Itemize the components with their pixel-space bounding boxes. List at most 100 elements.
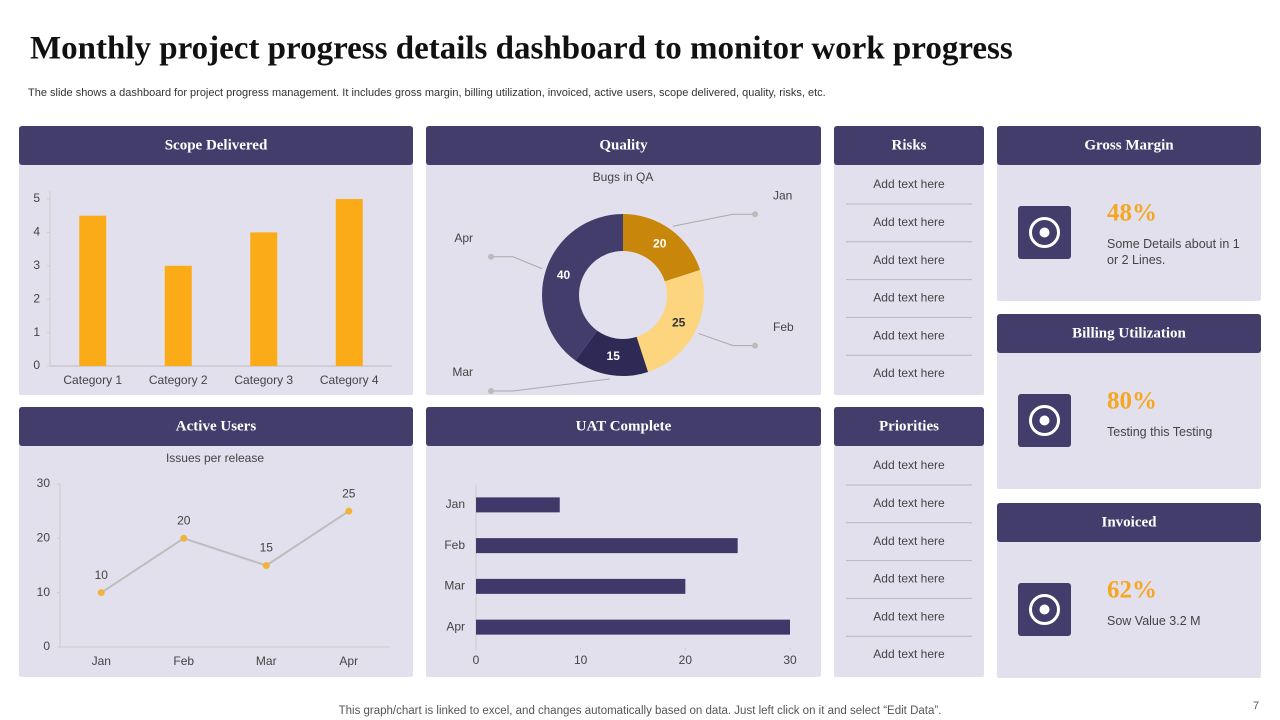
x-tick-label: Category 3 bbox=[234, 373, 293, 387]
panel-title: Priorities bbox=[879, 418, 939, 434]
list-item: Add text here bbox=[873, 215, 945, 229]
kpi-icon-glyph bbox=[1039, 415, 1050, 426]
kpi-value: 80% bbox=[1107, 388, 1157, 415]
kpi-description: Sow Value 3.2 M bbox=[1107, 614, 1201, 628]
data-label: 40 bbox=[557, 268, 571, 282]
y-tick-label: 20 bbox=[37, 531, 51, 545]
chart-subtitle: Issues per release bbox=[166, 451, 264, 465]
bar bbox=[79, 215, 107, 366]
leader-dot bbox=[752, 342, 758, 349]
category-label: Jan bbox=[773, 188, 792, 202]
panel-header bbox=[997, 314, 1261, 353]
bar bbox=[476, 497, 560, 513]
x-tick-label: Apr bbox=[339, 654, 358, 668]
panel-title: Scope Delivered bbox=[165, 137, 268, 153]
data-label: 15 bbox=[260, 541, 274, 555]
y-tick-label: 2 bbox=[33, 291, 40, 305]
panel-header bbox=[19, 407, 413, 446]
y-tick-label: 0 bbox=[33, 358, 40, 372]
line-marker bbox=[262, 562, 270, 569]
kpi-description: Testing this Testing bbox=[1107, 425, 1213, 439]
list-item: Add text here bbox=[873, 291, 945, 305]
y-tick-label: 3 bbox=[33, 258, 40, 272]
leader-line bbox=[491, 256, 543, 270]
list-item: Add text here bbox=[873, 177, 945, 191]
panel-header bbox=[834, 407, 984, 446]
x-tick-label: 10 bbox=[574, 653, 588, 667]
panel-body bbox=[834, 407, 984, 677]
data-label: 25 bbox=[672, 316, 686, 330]
donut-slice bbox=[575, 330, 649, 377]
list-item: Add text here bbox=[873, 366, 945, 380]
panel-body bbox=[19, 407, 413, 677]
panel-header bbox=[426, 407, 821, 446]
list-item: Add text here bbox=[873, 253, 945, 267]
x-tick-label: Feb bbox=[173, 654, 194, 668]
y-tick-label: 4 bbox=[33, 225, 40, 239]
data-label: 15 bbox=[607, 349, 621, 363]
chart-subtitle: Bugs in QA bbox=[593, 170, 654, 184]
y-tick-label: Mar bbox=[444, 579, 465, 593]
panel-title: Billing Utilization bbox=[1072, 325, 1186, 341]
kpi-icon-glyph bbox=[1029, 405, 1060, 436]
donut-slice bbox=[636, 269, 704, 373]
x-tick-label: Category 2 bbox=[149, 373, 208, 387]
bar bbox=[476, 619, 790, 635]
kpi-value: 62% bbox=[1107, 577, 1157, 604]
list-item: Add text here bbox=[873, 496, 945, 510]
leader-dot bbox=[488, 387, 494, 394]
bar bbox=[476, 538, 738, 554]
y-tick-label: 1 bbox=[33, 325, 40, 339]
donut-slice bbox=[542, 214, 623, 361]
bar bbox=[164, 265, 192, 366]
leader-line bbox=[491, 378, 610, 392]
y-tick-label: 10 bbox=[37, 585, 51, 599]
y-tick-label: 5 bbox=[33, 191, 40, 205]
kpi-value: 48% bbox=[1107, 200, 1157, 227]
panel-title: UAT Complete bbox=[576, 418, 672, 434]
list-item: Add text here bbox=[873, 609, 945, 623]
x-tick-label: Jan bbox=[92, 654, 111, 668]
leader-line bbox=[698, 333, 755, 347]
line-marker bbox=[180, 534, 188, 542]
list-item: Add text here bbox=[873, 534, 945, 548]
kpi-icon-glyph bbox=[1029, 594, 1060, 625]
panel-header bbox=[426, 126, 821, 165]
panel-title: Invoiced bbox=[1101, 514, 1157, 530]
kpi-icon-glyph bbox=[1039, 604, 1050, 615]
data-label: 20 bbox=[177, 514, 191, 528]
line-series bbox=[100, 510, 350, 594]
x-tick-label: 30 bbox=[783, 653, 797, 667]
list-item: Add text here bbox=[873, 458, 945, 472]
data-label: 20 bbox=[653, 237, 667, 251]
panel-header bbox=[834, 126, 984, 165]
bar bbox=[335, 199, 363, 366]
line-marker bbox=[345, 507, 353, 515]
line-marker bbox=[97, 589, 105, 597]
panel-header bbox=[997, 503, 1261, 542]
panel-title: Quality bbox=[599, 137, 648, 153]
category-label: Mar bbox=[452, 365, 473, 379]
leader-dot bbox=[752, 211, 758, 218]
list-item: Add text here bbox=[873, 572, 945, 586]
kpi-icon-glyph bbox=[1029, 217, 1060, 248]
kpi-description: Some Details about in 1 or 2 Lines. bbox=[1107, 237, 1240, 267]
list-item: Add text here bbox=[873, 328, 945, 342]
leader-line bbox=[672, 213, 755, 227]
data-label: 10 bbox=[95, 568, 109, 582]
panel-title: Active Users bbox=[176, 418, 257, 434]
y-tick-label: Apr bbox=[446, 619, 465, 633]
category-label: Feb bbox=[773, 320, 794, 334]
panel-title: Risks bbox=[891, 137, 926, 153]
x-tick-label: Category 1 bbox=[63, 373, 122, 387]
kpi-icon-glyph bbox=[1039, 227, 1050, 238]
x-tick-label: Category 4 bbox=[320, 373, 379, 387]
leader-dot bbox=[488, 253, 494, 260]
bar bbox=[250, 232, 278, 366]
x-tick-label: 20 bbox=[679, 653, 693, 667]
x-tick-label: 0 bbox=[473, 653, 480, 667]
x-tick-label: Mar bbox=[256, 654, 277, 668]
data-label: 25 bbox=[342, 486, 356, 500]
panel-body bbox=[426, 126, 821, 395]
